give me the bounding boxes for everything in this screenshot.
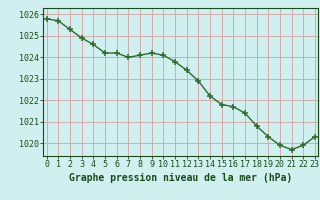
X-axis label: Graphe pression niveau de la mer (hPa): Graphe pression niveau de la mer (hPa) <box>69 173 292 183</box>
